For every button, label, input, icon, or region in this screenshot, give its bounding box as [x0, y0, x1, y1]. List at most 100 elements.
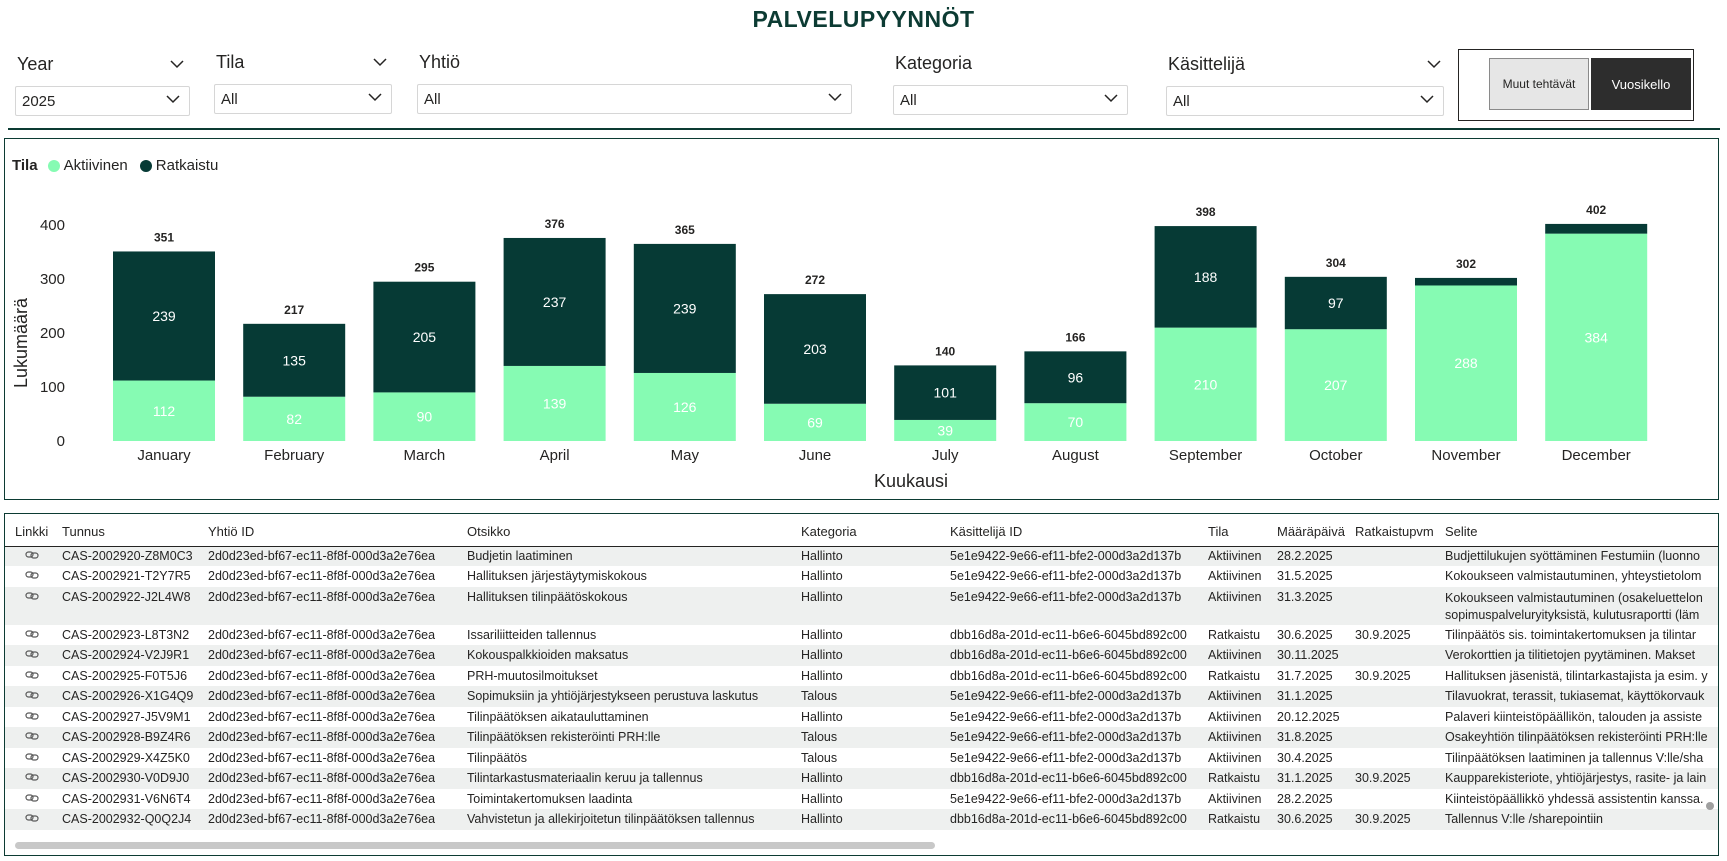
bar-ratkaistu-september [1154, 226, 1257, 328]
data-label-aktiivinen: 126 [673, 399, 697, 415]
chevron-down-icon[interactable] [372, 54, 388, 70]
column-header[interactable]: Otsikko [467, 524, 511, 539]
column-header[interactable]: Yhtiö ID [208, 524, 255, 539]
link-icon[interactable] [25, 751, 39, 766]
muut-tehtavat-button[interactable]: Muut tehtävät [1489, 58, 1589, 110]
table-row[interactable]: CAS-2002924-V2J9R1 2d0d23ed-bf67-ec11-8f8… [5, 645, 1718, 666]
column-header[interactable]: Linkki [15, 524, 49, 539]
link-icon[interactable] [25, 549, 39, 564]
year-dropdown[interactable]: 2025 [15, 86, 190, 116]
chevron-down-icon [368, 93, 382, 102]
kasittelija-dropdown[interactable]: All [1166, 86, 1444, 116]
total-label: 351 [154, 230, 174, 244]
data-label-ratkaistu: 203 [803, 341, 827, 357]
y-axis-label: Lukumäärä [11, 297, 31, 388]
tila-dropdown[interactable]: All [214, 84, 392, 114]
cell-kasittelija: dbb16d8a-201d-ec11-b6e6-6045bd892c00 [950, 627, 1187, 642]
table-row[interactable]: CAS-2002932-Q0Q2J4 2d0d23ed-bf67-ec11-8f8… [5, 809, 1718, 830]
x-tick-label: August [1052, 447, 1100, 464]
link-icon[interactable] [25, 710, 39, 725]
link-icon[interactable] [25, 771, 39, 786]
column-header[interactable]: Kategoria [801, 524, 857, 539]
cell-kasittelija: dbb16d8a-201d-ec11-b6e6-6045bd892c00 [950, 668, 1187, 683]
x-tick-label: March [404, 447, 446, 464]
table-row[interactable]: CAS-2002926-X1G4Q9 2d0d23ed-bf67-ec11-8f8… [5, 686, 1718, 707]
link-icon[interactable] [25, 792, 39, 807]
cell-yhtio: 2d0d23ed-bf67-ec11-8f8f-000d3a2e76ea [208, 791, 436, 806]
table-row[interactable]: CAS-2002929-X4Z5K0 2d0d23ed-bf67-ec11-8f8… [5, 748, 1718, 769]
link-icon[interactable] [25, 648, 39, 663]
kategoria-dropdown[interactable]: All [893, 85, 1128, 115]
data-label-aktiivinen: 70 [1068, 414, 1084, 430]
year-value: 2025 [22, 93, 56, 110]
table-row[interactable]: CAS-2002931-V6N6T4 2d0d23ed-bf67-ec11-8f8… [5, 789, 1718, 810]
data-label-aktiivinen: 210 [1194, 376, 1218, 392]
chart-panel: Tila Aktiivinen Ratkaistu 0 100 200 300 400 L… [4, 138, 1719, 500]
table-row[interactable]: CAS-2002927-J5V9M1 2d0d23ed-bf67-ec11-8f8… [5, 707, 1718, 728]
total-label: 272 [805, 273, 825, 287]
horizontal-scrollbar[interactable] [15, 842, 935, 849]
cell-maarapaiva: 31.3.2025 [1277, 589, 1333, 604]
cell-tila: Ratkaistu [1208, 771, 1261, 785]
cell-yhtio: 2d0d23ed-bf67-ec11-8f8f-000d3a2e76ea [208, 589, 436, 604]
x-tick-label: May [671, 447, 700, 464]
data-label-aktiivinen: 384 [1585, 329, 1609, 345]
column-header[interactable]: Tila [1208, 524, 1229, 539]
table-row[interactable]: CAS-2002925-F0T5J6 2d0d23ed-bf67-ec11-8f8… [5, 666, 1718, 687]
link-icon[interactable] [25, 590, 39, 605]
vuosikello-button[interactable]: Vuosikello [1591, 58, 1691, 110]
vertical-scroll-indicator[interactable] [1706, 802, 1714, 810]
cell-otsikko: Budjetin laatiminen [467, 548, 573, 563]
chevron-down-icon[interactable] [169, 56, 185, 72]
yhtio-dropdown[interactable]: All [417, 84, 852, 114]
cell-tila: Aktiivinen [1208, 750, 1262, 765]
y-tick-label: 100 [40, 379, 65, 396]
link-icon[interactable] [25, 689, 39, 704]
legend-item-aktiivinen[interactable]: Aktiivinen [47, 157, 128, 174]
cell-selite: Budjettilukujen syöttäminen Festumiin (l… [1445, 548, 1700, 563]
link-icon[interactable] [25, 730, 39, 745]
cell-kasittelija: 5e1e9422-9e66-ef11-bfe2-000d3a2d137b [950, 569, 1182, 583]
cell-selite: Kiinteistöpäällikkö yhdessä assistentin … [1445, 791, 1704, 806]
total-label: 295 [414, 261, 434, 275]
cell-yhtio: 2d0d23ed-bf67-ec11-8f8f-000d3a2e76ea [208, 627, 436, 642]
table-row[interactable]: CAS-2002922-J2L4W8 2d0d23ed-bf67-ec11-8f8… [5, 586, 1718, 625]
link-icon[interactable] [25, 569, 39, 584]
column-header[interactable]: Tunnus [62, 524, 105, 539]
data-table: CAS-2002919-Z9C8K611ce7e09-99b0-ef11-b8e… [4, 513, 1719, 856]
cell-selite: Kokoukseen valmistautuminen (osakeluette… [1445, 590, 1703, 622]
cell-kategoria: Hallinto [801, 668, 843, 683]
column-header[interactable]: Ratkaistupvm [1355, 524, 1434, 539]
bar-aktiivinen-april [503, 365, 606, 441]
legend-title: Tila [12, 157, 38, 174]
link-icon[interactable] [25, 628, 39, 643]
total-label: 166 [1065, 330, 1085, 344]
legend-item-ratkaistu[interactable]: Ratkaistu [139, 157, 218, 174]
column-header[interactable]: Selite [1445, 524, 1478, 539]
table-row[interactable]: CAS-2002920-Z8M0C3 2d0d23ed-bf67-ec11-8f8… [5, 545, 1718, 566]
table-header: Linkki Tunnus Yhtiö ID Otsikko Kategoria Käsi… [5, 514, 1718, 547]
data-label-ratkaistu: 97 [1328, 295, 1344, 311]
cell-kasittelija: 5e1e9422-9e66-ef11-bfe2-000d3a2d137b [950, 548, 1182, 563]
table-row[interactable]: CAS-2002921-T2Y7R5 2d0d23ed-bf67-ec11-8f8… [5, 566, 1718, 587]
cell-selite: Palaveri kiinteistöpäällikön, talouden j… [1445, 709, 1703, 724]
cell-kasittelija: dbb16d8a-201d-ec11-b6e6-6045bd892c00 [950, 648, 1187, 662]
link-icon[interactable] [25, 812, 39, 827]
column-header[interactable]: Määräpäivä [1277, 524, 1345, 539]
cell-yhtio: 2d0d23ed-bf67-ec11-8f8f-000d3a2e76ea [208, 709, 436, 724]
data-label-aktiivinen: 139 [543, 395, 567, 411]
table-row[interactable]: CAS-2002928-B9Z4R6 2d0d23ed-bf67-ec11-8f8… [5, 727, 1718, 748]
chevron-down-icon[interactable] [1426, 56, 1442, 72]
column-header[interactable]: Käsittelijä ID [950, 524, 1023, 539]
link-icon[interactable] [25, 669, 39, 684]
x-axis-label: Kuukausi [874, 471, 948, 491]
cell-tila: Aktiivinen [1208, 709, 1262, 724]
cell-maarapaiva: 31.7.2025 [1277, 668, 1333, 683]
cell-tila: Aktiivinen [1208, 589, 1262, 604]
table-row[interactable]: CAS-2002923-L8T3N2 2d0d23ed-bf67-ec11-8f8… [5, 625, 1718, 646]
table-row[interactable]: CAS-2002930-V0D9J0 2d0d23ed-bf67-ec11-8f8… [5, 768, 1718, 789]
cell-selite: Hallituksen jäsenistä, tilintarkastajist… [1445, 668, 1708, 683]
page-title: PALVELUPYYNNÖT [752, 6, 975, 32]
data-label-aktiivinen: 82 [286, 411, 302, 427]
cell-otsikko: Hallituksen järjestäytymiskokous [467, 569, 647, 583]
